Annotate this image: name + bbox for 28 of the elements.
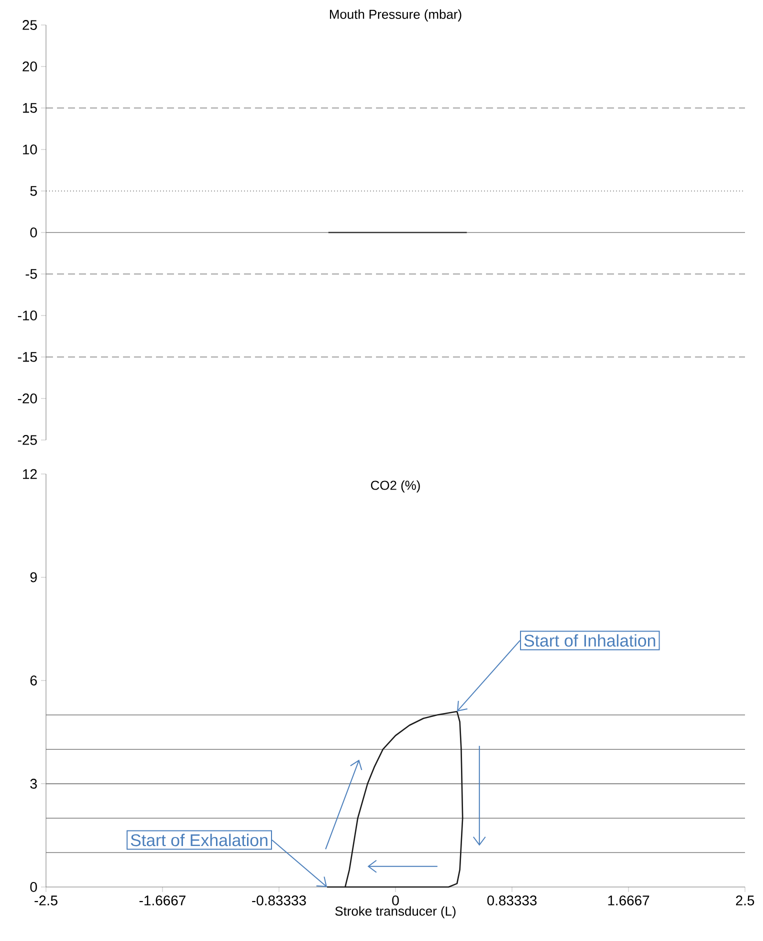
- y-tick-label: -5: [26, 269, 37, 279]
- y-tick-label: -20: [18, 394, 37, 404]
- y-tick-label: 20: [22, 62, 37, 72]
- y-tick-label: 0: [30, 882, 37, 892]
- x-tick-label: -1.6667: [139, 896, 186, 906]
- annotation: Start of Exhalation: [130, 834, 268, 846]
- y-tick-label: 6: [30, 676, 37, 686]
- x-tick-label: 1.6667: [608, 896, 650, 906]
- chart-title: Mouth Pressure (mbar): [330, 9, 462, 22]
- annotation: Start of Inhalation: [524, 634, 656, 647]
- x-tick-label: 2.5: [736, 896, 754, 906]
- y-tick-label: 9: [30, 572, 37, 582]
- x-axis-title: Stroke transducer (L): [335, 906, 456, 918]
- y-tick-label: 3: [30, 778, 37, 789]
- x-tick-label: -2.5: [34, 896, 58, 906]
- x-tick-label: -0.83333: [252, 896, 306, 906]
- y-tick-label: -10: [18, 310, 37, 320]
- y-tick-label: -25: [18, 435, 37, 445]
- chart-title: CO2 (%): [370, 480, 420, 492]
- y-tick-label: 25: [22, 20, 37, 30]
- y-tick-label: -15: [18, 352, 37, 362]
- x-tick-label: 0.83333: [487, 896, 537, 906]
- y-tick-label: 10: [23, 144, 37, 154]
- y-tick-label: 15: [23, 103, 37, 113]
- y-tick-label: 5: [30, 186, 37, 196]
- y-tick-label: 12: [23, 469, 37, 479]
- y-tick-label: 0: [30, 228, 37, 238]
- x-tick-label: 0: [392, 896, 399, 906]
